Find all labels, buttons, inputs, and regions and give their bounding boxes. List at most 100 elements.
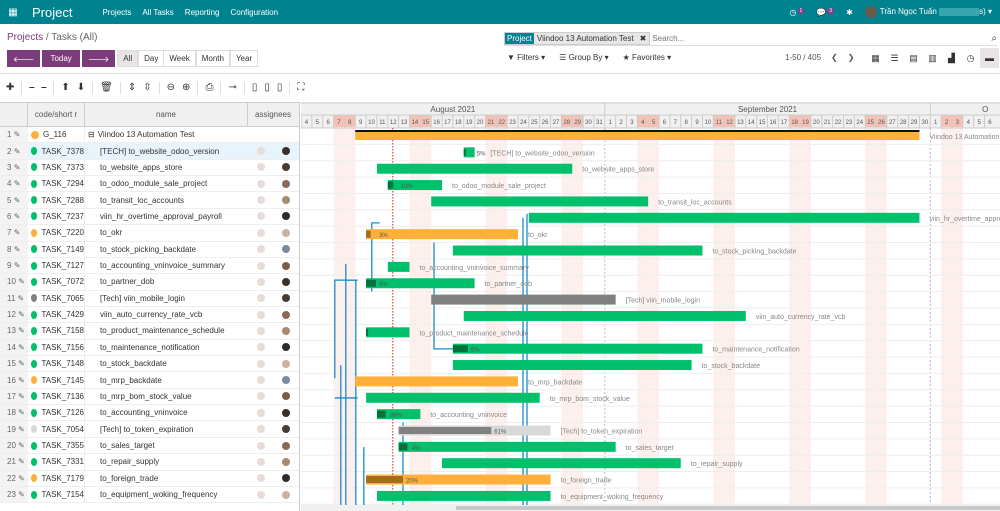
task-bar[interactable] (366, 229, 518, 240)
move-down-icon[interactable]: ⬇ (76, 82, 86, 93)
task-name-cell[interactable]: to_partner_dob (85, 277, 248, 286)
edit-pencil-icon[interactable]: ✎ (18, 424, 25, 434)
task-name-cell[interactable]: to_stock_backdate (85, 359, 248, 368)
task-name-cell[interactable]: to_accounting_vninvoice (85, 408, 248, 417)
task-bar[interactable] (366, 278, 475, 289)
edit-pencil-icon[interactable]: ✎ (13, 261, 21, 271)
task-row[interactable]: 18 ✎ TASK_7126 to_accounting_vninvoice (0, 405, 299, 422)
list-view-icon[interactable]: ☰ (890, 52, 899, 63)
task-row[interactable]: 7 ✎ TASK_7220 to_okr (0, 225, 299, 242)
edit-pencil-icon[interactable]: ✎ (18, 408, 25, 418)
task-row[interactable]: 19 ✎ TASK_7054 [Tech] to_token_expiratio… (0, 421, 299, 438)
col-code[interactable]: code/short r (28, 103, 85, 126)
edit-pencil-icon[interactable]: ✎ (13, 228, 21, 238)
layout-right-icon[interactable]: ▯ (276, 82, 283, 93)
collapse-icon[interactable]: ⊟ (88, 130, 95, 140)
task-row[interactable]: 10 ✎ TASK_7072 to_partner_dob (0, 274, 299, 291)
task-name-cell[interactable]: ⊟ Viindoo 13 Automation Test (85, 130, 248, 139)
critical-path-icon[interactable]: ⊸ (228, 82, 237, 93)
task-name-cell[interactable]: [Tech] to_token_expiration (85, 425, 248, 434)
task-bar[interactable] (355, 376, 518, 387)
col-assignees[interactable]: assignees (254, 110, 292, 119)
task-bar[interactable] (463, 310, 746, 321)
menu-all-tasks[interactable]: All Tasks (142, 7, 174, 17)
task-name-cell[interactable]: to_mrp_bom_stock_value (85, 392, 248, 401)
facet-remove-icon[interactable]: ✖ (636, 32, 650, 44)
fullscreen-icon[interactable]: ⛶ (297, 82, 305, 93)
edit-pencil-icon[interactable]: ✎ (18, 473, 25, 483)
edit-pencil-icon[interactable]: ✎ (18, 310, 25, 320)
graph-view-icon[interactable]: ▟ (948, 52, 955, 63)
task-bar[interactable] (528, 212, 920, 223)
layout-left-icon[interactable]: ▯ (251, 82, 258, 93)
user-menu[interactable]: Trần Ngọc Tuấn s) ▾ (864, 6, 992, 18)
indent-icon[interactable]: ⎯ (41, 82, 47, 93)
task-name-cell[interactable]: [TECH] to_website_odoo_version (85, 147, 248, 156)
prev-button[interactable]: 🡐 (7, 50, 41, 67)
task-row[interactable]: 13 ✎ TASK_7158 to_product_maintenance_sc… (0, 323, 299, 340)
task-name-cell[interactable]: to_equipment_woking_frequency (85, 490, 248, 499)
menu-projects[interactable]: Projects (102, 7, 132, 17)
outdent-icon[interactable]: ⎯ (29, 82, 35, 93)
task-bar[interactable] (376, 163, 573, 174)
task-row[interactable]: 12 ✎ TASK_7429 viin_auto_currency_rate_v… (0, 306, 299, 324)
edit-pencil-icon[interactable]: ✎ (17, 293, 25, 303)
task-name-cell[interactable]: to_mrp_backdate (85, 376, 248, 385)
task-name-cell[interactable]: [Tech] viin_mobile_login (85, 294, 248, 303)
task-row[interactable]: 3 ✎ TASK_7373 to_website_apps_store (0, 159, 299, 177)
pager-prev-icon[interactable]: ❮ (831, 53, 838, 62)
task-bar[interactable] (366, 327, 410, 338)
edit-pencil-icon[interactable]: ✎ (18, 326, 25, 336)
activity-view-icon[interactable]: ◷ (966, 52, 975, 63)
task-name-cell[interactable]: to_foreign_trade (85, 474, 248, 483)
edit-pencil-icon[interactable]: ✎ (13, 179, 21, 189)
task-bar[interactable] (463, 147, 475, 158)
task-name-cell[interactable]: to_odoo_module_sale_project (85, 179, 248, 188)
menu-configuration[interactable]: Configuration (230, 7, 279, 17)
edit-pencil-icon[interactable]: ✎ (13, 130, 21, 140)
collapse-all-icon[interactable]: ⇳ (143, 82, 152, 93)
breadcrumb-projects[interactable]: Projects (7, 32, 44, 43)
task-bar[interactable] (431, 294, 616, 305)
task-name-cell[interactable]: to_website_apps_store (85, 163, 248, 172)
task-bar[interactable] (376, 409, 421, 420)
trash-icon[interactable]: 🗑 (100, 82, 113, 93)
search-input[interactable] (652, 33, 992, 43)
add-icon[interactable]: ✚ (6, 82, 15, 93)
task-row[interactable]: 14 ✎ TASK_7156 to_maintenance_notificati… (0, 339, 299, 357)
task-row[interactable]: 2 ✎ TASK_7378 [TECH] to_website_odoo_ver… (0, 143, 299, 160)
task-name-cell[interactable]: to_stock_picking_backdate (85, 245, 248, 254)
edit-pencil-icon[interactable]: ✎ (18, 277, 25, 287)
gantt-view-icon[interactable]: ▬ (980, 48, 999, 68)
task-name-cell[interactable]: to_sales_target (85, 441, 248, 450)
scrollbar-thumb[interactable] (456, 506, 1000, 510)
task-name-cell[interactable]: viin_hr_overtime_approval_payroll (85, 212, 248, 221)
today-button[interactable]: Today (42, 50, 80, 67)
pager-next-icon[interactable]: ❯ (847, 53, 855, 62)
edit-pencil-icon[interactable]: ✎ (18, 441, 25, 450)
edit-pencil-icon[interactable]: ✎ (18, 457, 25, 467)
edit-pencil-icon[interactable]: ✎ (18, 375, 25, 385)
task-row[interactable]: 8 ✎ TASK_7149 to_stock_picking_backdate (0, 241, 299, 258)
task-row[interactable]: 17 ✎ TASK_7136 to_mrp_bom_stock_value (0, 388, 299, 406)
task-row[interactable]: 1 ✎ G_116 ⊟ Viindoo 13 Automation Test (0, 127, 299, 144)
search-icon[interactable]: ⌕ (991, 32, 997, 44)
messages-button[interactable]: 💬 3 (816, 7, 835, 17)
task-row[interactable]: 20 ✎ TASK_7355 to_sales_target (0, 437, 299, 455)
task-name-cell[interactable]: viin_auto_currency_rate_vcb (85, 310, 248, 319)
task-bar[interactable] (452, 343, 703, 354)
task-bar[interactable] (387, 180, 443, 191)
expand-all-icon[interactable]: ⇕ (127, 82, 137, 93)
task-name-cell[interactable]: to_okr (85, 228, 248, 237)
activity-button[interactable]: ◷ 1 (790, 7, 805, 17)
task-row[interactable]: 15 ✎ TASK_7148 to_stock_backdate (0, 356, 299, 373)
scale-all[interactable]: All (117, 50, 139, 67)
pager-value[interactable]: 1-50 / 405 (785, 53, 822, 62)
task-bar[interactable] (387, 261, 410, 272)
task-row[interactable]: 6 ✎ TASK_7237 viin_hr_overtime_approval_… (0, 208, 299, 226)
pivot-view-icon[interactable]: ▥ (928, 52, 937, 63)
apps-grid-icon[interactable]: ▦ (8, 6, 18, 18)
task-row[interactable]: 23 ✎ TASK_7154 to_equipment_woking_frequ… (0, 486, 299, 504)
next-button[interactable]: 🡒 (81, 50, 116, 67)
edit-pencil-icon[interactable]: ✎ (18, 391, 25, 401)
